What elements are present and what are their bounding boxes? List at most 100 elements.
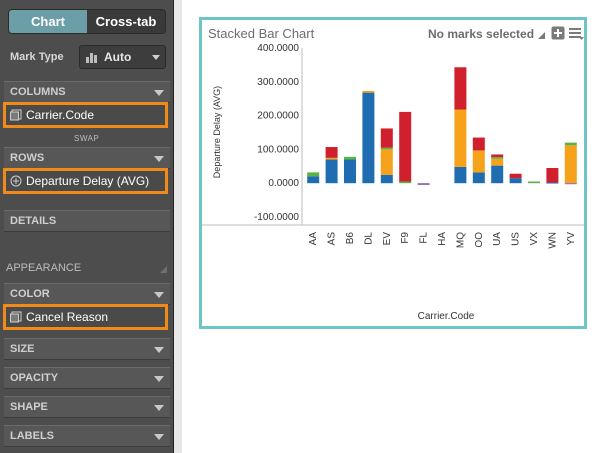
bar-segment[interactable] <box>344 156 356 160</box>
y-axis-label: Departure Delay (AVG) <box>212 86 222 178</box>
mark-type-select[interactable]: Auto <box>79 45 166 69</box>
sidebar-scroll-gutter[interactable] <box>174 0 182 453</box>
chevron-down-icon[interactable] <box>154 347 164 353</box>
color-section[interactable]: COLOR <box>4 283 170 305</box>
bar-segment[interactable] <box>380 147 393 150</box>
chevron-down-icon[interactable] <box>154 376 164 382</box>
bar-segment[interactable] <box>472 150 485 173</box>
columns-label: COLUMNS <box>10 86 66 98</box>
rows-pill[interactable]: Departure Delay (AVG) <box>3 168 168 194</box>
bar-segment[interactable] <box>399 181 412 184</box>
bar-segment[interactable] <box>564 142 577 146</box>
chart-card: Stacked Bar Chart No marks selected 400.… <box>199 17 587 329</box>
dimension-icon <box>10 311 22 323</box>
chart-title: Stacked Bar Chart <box>208 26 315 41</box>
columns-pill-label: Carrier.Code <box>26 108 95 122</box>
mark-type-label: Mark Type <box>10 51 64 63</box>
x-tick-label: AS <box>327 232 338 246</box>
bar-segment[interactable] <box>380 128 393 148</box>
x-tick-label: FL <box>419 232 430 244</box>
chevron-down-icon[interactable] <box>154 434 164 440</box>
x-tick-label: DL <box>363 232 374 245</box>
bar-segment[interactable] <box>325 159 338 184</box>
size-section[interactable]: SIZE <box>4 338 170 360</box>
bar-segment[interactable] <box>491 158 504 166</box>
view-toggle: Chart Cross-tab <box>8 9 166 34</box>
color-pill[interactable]: Cancel Reason <box>3 304 168 330</box>
x-tick-label: OO <box>474 232 485 248</box>
chevron-down-icon <box>152 55 160 60</box>
bar-segment[interactable] <box>454 166 467 184</box>
bar-segment[interactable] <box>307 176 320 184</box>
y-tick-label: -100.0000 <box>254 212 299 223</box>
bar-segment[interactable] <box>472 172 485 184</box>
menu-icon[interactable] <box>569 26 584 41</box>
stacked-bar-chart: 400.0000 300.0000 200.0000 100.0000 0.0000 -1… <box>202 43 584 322</box>
details-label: DETAILS <box>10 215 57 227</box>
bar-segment[interactable] <box>528 181 540 184</box>
y-tick-label: 0.0000 <box>268 178 299 189</box>
tab-cross-tab[interactable]: Cross-tab <box>87 10 165 33</box>
chevron-down-icon[interactable] <box>154 292 164 298</box>
bar-segment[interactable] <box>344 159 356 184</box>
bar-segment[interactable] <box>472 137 485 151</box>
shape-section[interactable]: SHAPE <box>4 396 170 418</box>
chevron-down-icon[interactable] <box>154 156 164 162</box>
x-tick-label: F9 <box>400 232 411 244</box>
x-tick-label: HA <box>437 232 448 246</box>
bar-segment[interactable] <box>399 111 412 182</box>
bar-segment[interactable] <box>491 154 504 158</box>
rows-label: ROWS <box>10 152 45 164</box>
size-label: SIZE <box>10 343 35 355</box>
bar-segment[interactable] <box>417 183 430 185</box>
details-section[interactable]: DETAILS <box>4 210 170 232</box>
bar-segment[interactable] <box>454 67 467 110</box>
bar-segment[interactable] <box>564 183 577 185</box>
measure-icon <box>10 175 22 187</box>
bar-segment[interactable] <box>509 173 522 179</box>
opacity-section[interactable]: OPACITY <box>4 367 170 389</box>
x-tick-label: YV <box>566 232 577 246</box>
x-tick-label: AA <box>308 232 319 246</box>
x-tick-label: UA <box>492 232 503 246</box>
x-tick-label: WN <box>547 232 558 249</box>
bar-segment[interactable] <box>325 147 338 158</box>
resize-grip-icon[interactable] <box>160 266 167 273</box>
opacity-label: OPACITY <box>10 372 59 384</box>
color-pill-label: Cancel Reason <box>26 310 109 324</box>
color-label: COLOR <box>10 288 50 300</box>
bar-segment[interactable] <box>380 149 393 175</box>
columns-section[interactable]: COLUMNS <box>4 81 170 103</box>
mark-type-value: Auto <box>104 50 132 64</box>
chevron-down-icon[interactable] <box>154 405 164 411</box>
bar-chart-icon <box>86 53 97 63</box>
labels-section[interactable]: LABELS <box>4 425 170 447</box>
x-axis-label: Carrier.Code <box>418 311 475 322</box>
selection-status: No marks selected <box>428 27 535 41</box>
bar-segment[interactable] <box>546 182 559 184</box>
x-tick-label: US <box>511 232 522 246</box>
columns-pill[interactable]: Carrier.Code <box>3 102 168 128</box>
tab-chart[interactable]: Chart <box>9 10 87 33</box>
y-tick-label: 100.0000 <box>257 144 299 155</box>
bar-segment[interactable] <box>362 90 375 93</box>
shelf-sidebar: Chart Cross-tab Mark Type Auto COLUMNS C… <box>0 0 174 453</box>
bar-segment[interactable] <box>325 157 338 160</box>
add-icon[interactable] <box>551 26 565 40</box>
bar-segment[interactable] <box>546 167 559 183</box>
bar-segment[interactable] <box>509 178 522 184</box>
bar-segment[interactable] <box>362 92 375 184</box>
bar-segment[interactable] <box>380 174 393 184</box>
bar-segment[interactable] <box>491 165 504 184</box>
swap-link[interactable]: SWAP <box>74 134 100 143</box>
chevron-down-icon[interactable] <box>154 90 164 96</box>
bar-segment[interactable] <box>454 109 467 167</box>
labels-label: LABELS <box>10 430 54 442</box>
bar-segment[interactable] <box>491 157 504 159</box>
bar-segment[interactable] <box>564 145 577 184</box>
resize-grip-icon[interactable] <box>538 32 545 39</box>
appearance-label: APPEARANCE <box>6 262 82 274</box>
rows-section[interactable]: ROWS <box>4 147 170 169</box>
y-tick-label: 200.0000 <box>257 111 299 122</box>
bar-segment[interactable] <box>307 172 320 177</box>
